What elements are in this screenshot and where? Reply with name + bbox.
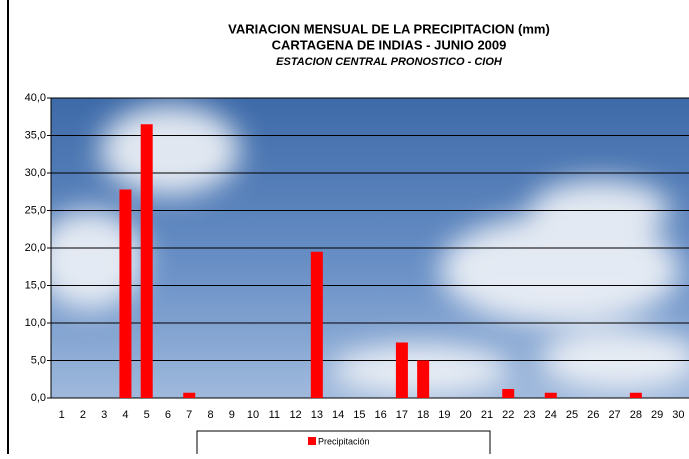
x-tick-label: 29 [651,409,663,421]
bar [183,393,195,398]
y-tick-label: 25,0 [25,204,46,216]
y-tick-label: 20,0 [25,242,46,254]
x-tick-label: 22 [502,409,514,421]
x-tick-label: 26 [587,409,599,421]
x-tick-label: 19 [438,409,450,421]
x-tick-label: 23 [523,409,535,421]
x-tick-label: 17 [396,409,408,421]
y-tick-label: 5,0 [31,354,46,366]
x-tick-label: 6 [165,409,171,421]
bar [119,190,131,399]
legend-label: Precipitación [318,436,370,446]
bar [545,393,557,398]
chart-subtitle: CARTAGENA DE INDIAS - JUNIO 2009 [272,37,507,52]
y-tick-label: 40,0 [25,92,46,104]
x-tick-label: 4 [122,409,128,421]
x-tick-label: 12 [289,409,301,421]
x-tick-label: 13 [311,409,323,421]
bar [396,343,408,399]
x-tick-label: 2 [80,409,86,421]
x-tick-label: 18 [417,409,429,421]
x-tick-label: 8 [207,409,213,421]
x-tick-label: 28 [630,409,642,421]
x-tick-label: 25 [566,409,578,421]
x-tick-label: 3 [101,409,107,421]
x-tick-label: 1 [59,409,65,421]
y-tick-label: 30,0 [25,167,46,179]
y-tick-label: 35,0 [25,129,46,141]
x-tick-label: 5 [144,409,150,421]
x-tick-label: 15 [353,409,365,421]
x-tick-label: 11 [269,409,280,421]
x-tick-label: 21 [481,409,493,421]
chart-title: VARIACION MENSUAL DE LA PRECIPITACION (m… [228,21,550,36]
chart-caption: ESTACION CENTRAL PRONOSTICO - CIOH [276,56,503,68]
chart: VARIACION MENSUAL DE LA PRECIPITACION (m… [0,0,689,454]
x-tick-label: 30 [672,409,684,421]
x-tick-label: 10 [247,409,259,421]
y-tick-label: 10,0 [25,317,46,329]
bar [630,393,642,398]
y-tick-label: 15,0 [25,279,46,291]
legend-swatch [308,437,316,445]
x-tick-label: 20 [460,409,472,421]
bar [502,389,514,398]
y-tick-label: 0,0 [31,392,46,404]
x-tick-label: 24 [545,409,557,421]
x-tick-label: 27 [608,409,620,421]
bar [311,252,323,398]
x-tick-label: 14 [332,409,344,421]
x-tick-label: 16 [375,409,387,421]
x-tick-label: 7 [186,409,192,421]
x-tick-label: 9 [229,409,235,421]
bar [141,124,153,398]
bar [417,361,429,399]
